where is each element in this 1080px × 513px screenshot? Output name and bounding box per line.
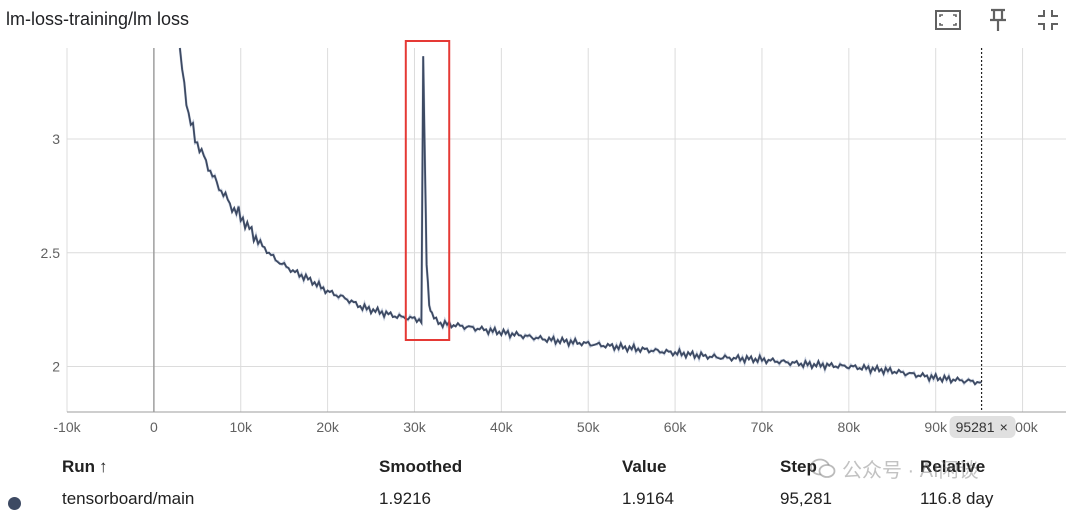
x-tick-label: 10k <box>229 419 253 435</box>
x-tick-label: 90k <box>924 419 948 435</box>
x-tick-label: 40k <box>490 419 514 435</box>
chart-title: lm-loss-training/lm loss <box>6 9 190 29</box>
collapse-icon[interactable] <box>1030 6 1066 34</box>
x-tick-label: 0 <box>150 419 158 435</box>
run-table: Run ↑ Smoothed Value Step Relative tensor… <box>0 452 1080 512</box>
close-icon[interactable]: × <box>1000 419 1008 435</box>
sort-arrow-icon[interactable]: ↑ <box>99 457 108 476</box>
cell-smoothed: 1.9216 <box>379 489 431 508</box>
smoothed-series-line <box>179 47 982 386</box>
hover-step-label: 95281 <box>956 419 995 435</box>
fit-domain-icon[interactable] <box>930 6 966 34</box>
cell-relative: 116.8 day <box>920 489 994 508</box>
y-tick-label: 2.5 <box>41 245 61 261</box>
x-tick-label: 60k <box>664 419 688 435</box>
cell-step: 95,281 <box>780 489 832 508</box>
table-header: Run ↑ Smoothed Value Step Relative <box>0 452 1080 482</box>
table-row: tensorboard/main 1.9216 1.9164 95,281 11… <box>0 484 1080 513</box>
x-tick-label: 20k <box>316 419 340 435</box>
hover-step-badge <box>949 416 1016 438</box>
header-value[interactable]: Value <box>622 457 667 476</box>
run-color-dot <box>8 497 21 510</box>
cell-value: 1.9164 <box>622 489 674 508</box>
loss-chart[interactable]: 22.53-10k 0 10k 20k 30k 40k 50k 60k 70k 80k 90k 100… <box>0 0 1080 450</box>
y-tick-label: 3 <box>52 131 60 147</box>
x-tick-label: -10k <box>53 419 81 435</box>
spike-highlight-box <box>404 40 451 341</box>
cell-run: tensorboard/main <box>62 489 195 508</box>
header-relative[interactable]: Relative <box>920 457 986 476</box>
chart-toolbar <box>930 6 1066 34</box>
x-tick-label: 80k <box>838 419 862 435</box>
header-step[interactable]: Step <box>780 457 817 476</box>
header-run[interactable]: Run ↑ <box>62 457 108 477</box>
header-run-label: Run <box>62 457 96 476</box>
y-tick-label: 2 <box>52 359 60 375</box>
header-smoothed[interactable]: Smoothed <box>379 457 463 476</box>
x-tick-label: 30k <box>403 419 427 435</box>
x-tick-label: 70k <box>751 419 775 435</box>
raw-series-line <box>178 47 982 386</box>
pin-icon[interactable] <box>980 6 1016 34</box>
x-tick-label: 50k <box>577 419 601 435</box>
